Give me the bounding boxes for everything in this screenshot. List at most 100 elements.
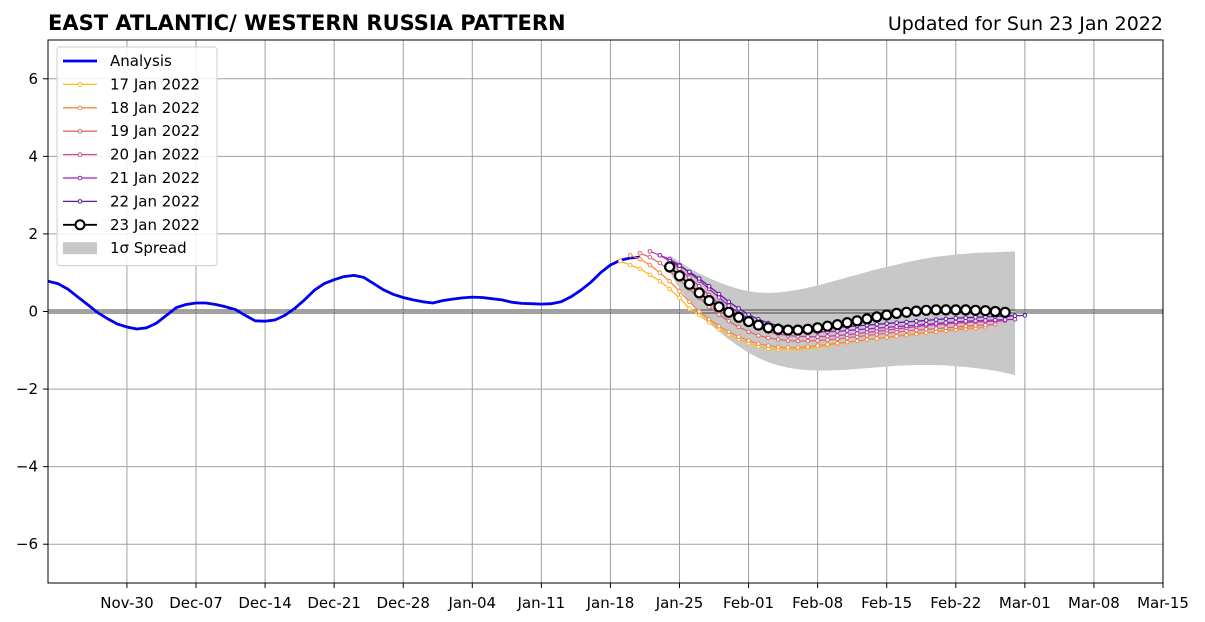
series-forecast-point [923,318,929,323]
series-forecast-point [657,260,663,266]
x-tick-label: Feb-22 [930,594,981,612]
series-forecast-point [973,315,978,320]
x-tick-label: Feb-01 [723,594,774,612]
series-forecast-point [815,334,820,340]
legend-label: 1σ Spread [110,239,187,257]
series-forecast-point [706,317,712,322]
series-forecast-point [726,318,732,324]
series-forecast-point [923,322,929,327]
series-forecast-point [835,333,840,338]
series-forecast-point [861,313,873,325]
series-forecast-point [618,258,623,264]
series-forecast-point [703,295,715,307]
series-forecast-point [696,276,702,281]
series-forecast-point [716,312,722,317]
series-forecast-point [772,323,784,335]
series-forecast-point [963,315,969,321]
y-tick-label: −4 [16,458,38,476]
series-forecast-point [657,253,663,258]
x-tick-label: Nov-30 [100,594,153,612]
chart-subtitle: Updated for Sun 23 Jan 2022 [888,13,1163,35]
series-forecast-point [969,304,982,316]
series-forecast-point [904,319,909,325]
legend-label: 19 Jan 2022 [110,122,200,140]
legend-marker [77,105,83,111]
series-forecast-point [825,342,830,347]
legend-marker [74,219,86,231]
series-forecast-point [733,311,745,323]
series-forecast-point [933,326,939,331]
series-forecast-point [923,327,929,332]
series-forecast-point [663,261,676,273]
series-forecast-point [914,322,919,328]
series-forecast-point [825,334,830,339]
series-forecast-point [746,312,751,317]
x-axis: Nov-30 Dec-07 Dec-14 Dec-21 Dec-28 Jan-04 Jan-… [100,583,1189,612]
series-forecast-point [742,316,755,328]
series-forecast-point [864,326,870,332]
series-forecast-point [785,338,791,343]
series-forecast-point [713,301,725,313]
series-forecast-point [696,313,702,318]
series-layer [48,249,1028,352]
x-tick-label: Mar-08 [1068,594,1120,612]
series-forecast-point [979,305,992,317]
series-forecast-point [884,335,890,340]
series-forecast-point [900,306,913,318]
series-forecast-point [989,305,1001,318]
series-forecast-point [647,262,653,268]
series-forecast-point [821,320,834,332]
series-forecast-point [835,341,840,346]
y-tick-label: −2 [16,380,38,398]
series-forecast-point [890,307,903,319]
series-forecast-point [736,306,742,311]
series-forecast-point [637,266,643,272]
series-forecast-point [904,332,909,338]
series-forecast-point [723,306,735,318]
series-forecast-point [673,270,686,282]
series-forecast-point [746,338,751,343]
series-forecast-point [854,331,860,336]
y-tick-label: 2 [28,225,38,243]
legend-label: 22 Jan 2022 [110,192,200,210]
series-forecast-point [627,253,633,258]
series-forecast-point [874,322,880,327]
series-forecast-point [677,263,682,269]
legend-label: 18 Jan 2022 [110,99,200,117]
series-forecast-point [953,319,959,325]
series-forecast-point [943,316,949,322]
series-forecast-point [933,317,939,322]
y-tick-label: −6 [16,535,38,553]
series-forecast-point [805,334,811,340]
series-forecast-point [914,318,919,324]
series-forecast-point [953,315,959,321]
legend-label: 17 Jan 2022 [110,75,200,93]
series-forecast-point [950,304,962,316]
series-forecast-point [726,299,732,305]
legend-marker [77,128,83,134]
series-forecast-point [1012,313,1018,319]
series-forecast-point [677,295,682,301]
series-forecast-point [693,287,705,299]
x-tick-label: Jan-11 [517,594,566,612]
series-forecast-point [637,256,643,262]
series-forecast-point [815,338,820,343]
series-forecast-point [844,339,850,345]
series-forecast-point [647,254,653,260]
series-forecast-point [831,319,844,331]
legend-label: 21 Jan 2022 [110,169,200,187]
series-forecast-point [736,324,742,330]
x-tick-label: Mar-01 [999,594,1051,612]
series-forecast-point [884,325,890,330]
series-forecast-point [910,305,922,317]
series-forecast-point [920,304,932,316]
series-forecast-point [792,324,804,336]
series-forecast-point [687,275,692,280]
series-forecast-point [940,304,952,316]
series-forecast-point [687,306,692,311]
series-forecast-point [805,344,811,350]
series-forecast-point [943,325,949,331]
series-forecast-point [775,337,781,342]
series-forecast-point [854,327,860,333]
series-forecast-point [953,324,959,330]
